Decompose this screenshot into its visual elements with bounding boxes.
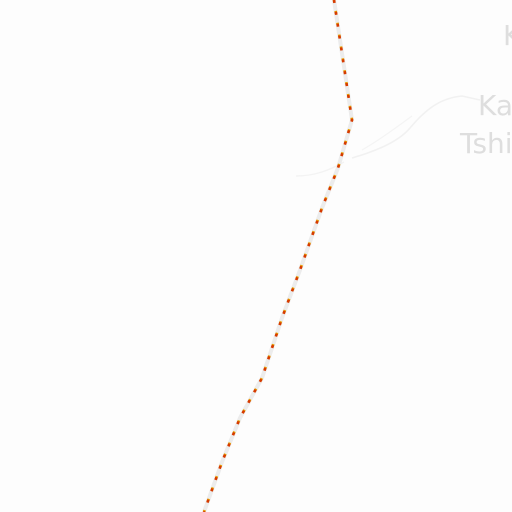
boundary-line	[202, 0, 354, 512]
place-label-tshi: Tshi	[460, 127, 512, 160]
minor-road	[351, 95, 481, 159]
place-label-k: K	[503, 22, 512, 50]
boundary-line-dashes	[202, 0, 354, 512]
main-road	[202, 0, 354, 512]
place-label-ka: Ka	[478, 89, 512, 122]
minor-road	[361, 115, 413, 151]
